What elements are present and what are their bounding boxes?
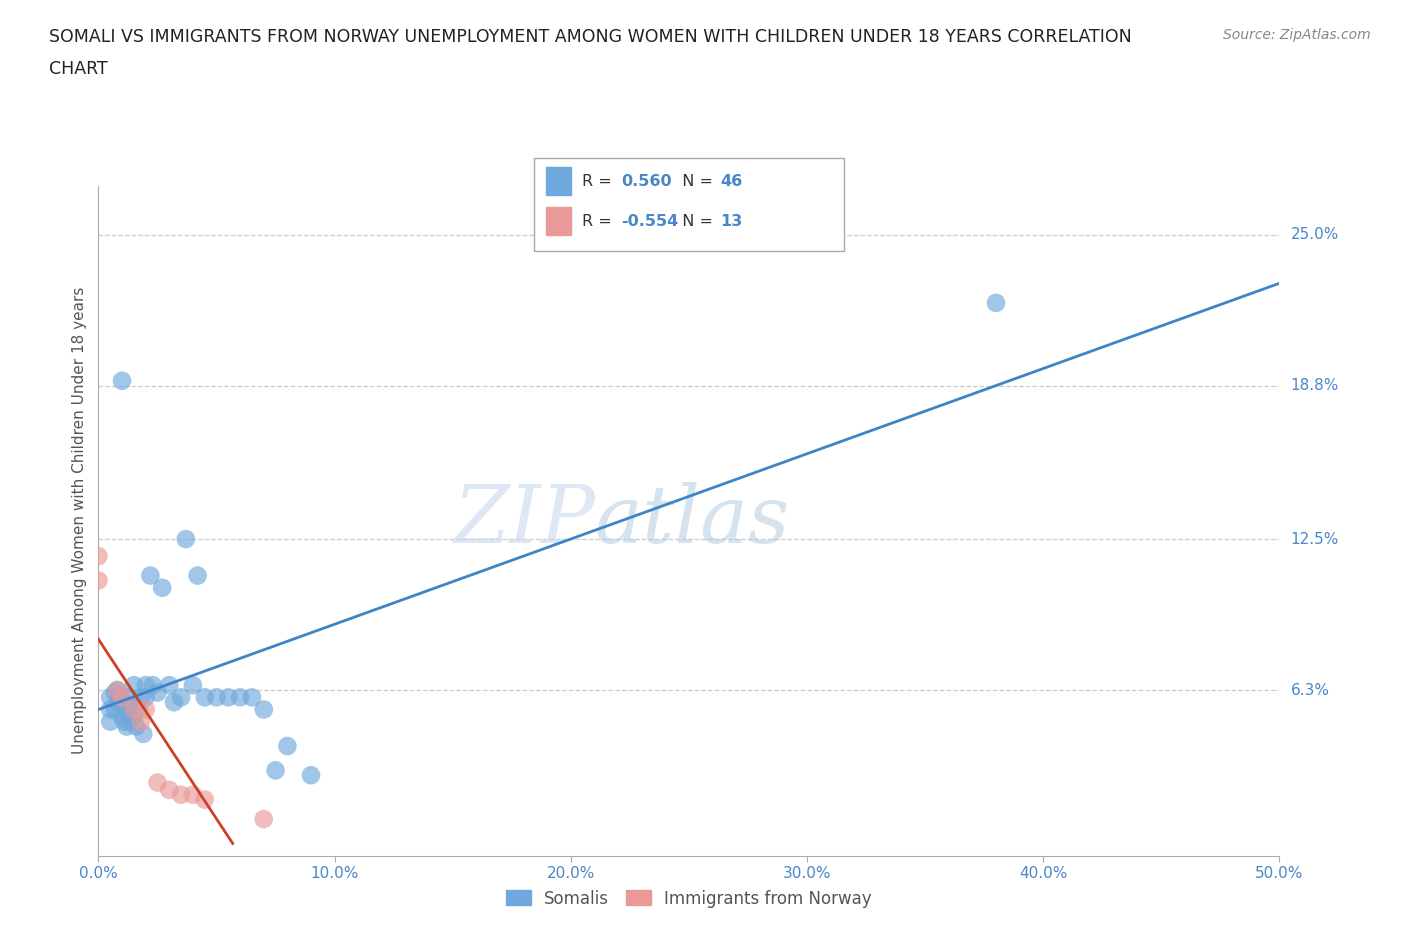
Point xyxy=(104,685,127,700)
Point xyxy=(121,702,143,717)
Text: R =: R = xyxy=(582,214,617,229)
Point xyxy=(181,678,204,693)
Point xyxy=(146,685,169,700)
Text: 12.5%: 12.5% xyxy=(1291,532,1339,547)
Text: N =: N = xyxy=(672,174,718,189)
Point xyxy=(129,690,152,705)
Point xyxy=(111,710,134,724)
Y-axis label: Unemployment Among Women with Children Under 18 years: Unemployment Among Women with Children U… xyxy=(72,287,87,754)
Point xyxy=(984,296,1007,311)
Point xyxy=(111,373,134,388)
Point xyxy=(163,695,186,710)
Point xyxy=(87,573,110,588)
Point xyxy=(264,763,287,777)
Point xyxy=(122,678,145,693)
Point xyxy=(146,775,169,790)
Text: SOMALI VS IMMIGRANTS FROM NORWAY UNEMPLOYMENT AMONG WOMEN WITH CHILDREN UNDER 18: SOMALI VS IMMIGRANTS FROM NORWAY UNEMPLO… xyxy=(49,28,1132,46)
Point xyxy=(108,690,131,705)
Point xyxy=(125,719,148,734)
Text: R =: R = xyxy=(582,174,617,189)
Point xyxy=(87,549,110,564)
Point xyxy=(217,690,239,705)
Point xyxy=(112,714,135,729)
Point xyxy=(98,702,121,717)
Point xyxy=(111,690,134,705)
Point xyxy=(105,695,128,710)
Point xyxy=(135,690,157,705)
Point xyxy=(253,702,276,717)
Point xyxy=(229,690,252,705)
Point xyxy=(98,714,121,729)
Text: CHART: CHART xyxy=(49,60,108,78)
Text: 13: 13 xyxy=(720,214,742,229)
Point xyxy=(135,678,157,693)
Point xyxy=(253,812,276,827)
Point xyxy=(240,690,263,705)
Point xyxy=(150,580,173,595)
Point xyxy=(129,714,152,729)
Text: 6.3%: 6.3% xyxy=(1291,683,1330,698)
Point xyxy=(194,690,217,705)
Text: ZIP: ZIP xyxy=(453,482,595,560)
Point xyxy=(118,714,141,729)
Point xyxy=(205,690,228,705)
Point xyxy=(170,690,193,705)
Point xyxy=(118,690,141,705)
Point xyxy=(142,678,165,693)
Point xyxy=(181,788,204,803)
Point xyxy=(139,568,162,583)
Point xyxy=(128,702,150,717)
Point xyxy=(115,719,138,734)
Point xyxy=(157,678,180,693)
Legend: Somalis, Immigrants from Norway: Somalis, Immigrants from Norway xyxy=(499,883,879,914)
Text: 0.560: 0.560 xyxy=(621,174,672,189)
Text: atlas: atlas xyxy=(595,482,790,560)
Point xyxy=(174,532,197,547)
Point xyxy=(157,782,180,797)
Text: Source: ZipAtlas.com: Source: ZipAtlas.com xyxy=(1223,28,1371,42)
Text: 25.0%: 25.0% xyxy=(1291,227,1339,242)
Point xyxy=(105,683,128,698)
Text: -0.554: -0.554 xyxy=(621,214,679,229)
Point xyxy=(122,710,145,724)
Text: 18.8%: 18.8% xyxy=(1291,379,1339,393)
Point xyxy=(105,683,128,698)
Point xyxy=(299,768,322,783)
Point xyxy=(104,702,127,717)
Point xyxy=(187,568,209,583)
Text: N =: N = xyxy=(672,214,718,229)
Point xyxy=(135,702,157,717)
Point xyxy=(194,792,217,807)
Point xyxy=(112,695,135,710)
Point xyxy=(122,702,145,717)
Point xyxy=(98,690,121,705)
Point xyxy=(132,726,155,741)
Point xyxy=(115,702,138,717)
Point xyxy=(111,698,134,712)
Point xyxy=(276,738,298,753)
Point xyxy=(170,788,193,803)
Text: 46: 46 xyxy=(720,174,742,189)
